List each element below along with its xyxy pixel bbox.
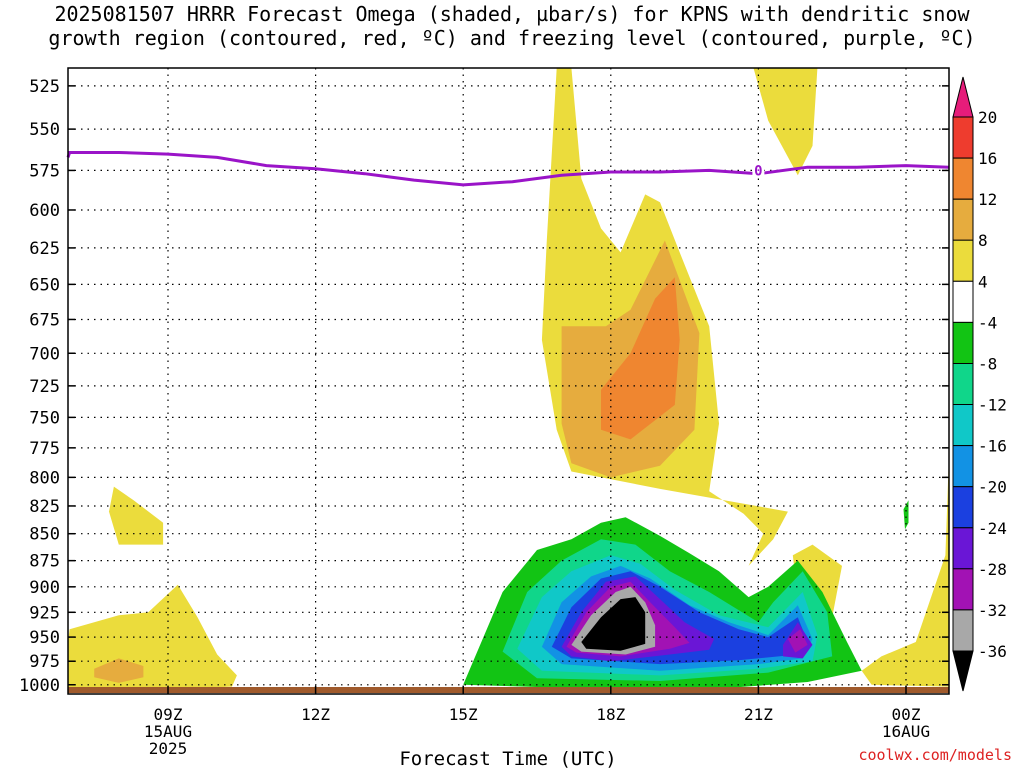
y-tick-label-1000: 1000 [19, 676, 60, 696]
y-tick-label-925: 925 [29, 603, 60, 623]
x-tick-label-15Z: 15Z [449, 705, 478, 724]
colorbar-label-12: -32 [978, 601, 1007, 620]
y-tick-label-650: 650 [29, 275, 60, 295]
colorbar-band-6 [952, 363, 974, 406]
y-tick-label-525: 525 [29, 77, 60, 97]
x-tick-label-21Z: 21Z [744, 705, 773, 724]
y-tick-label-700: 700 [29, 344, 60, 364]
colorbar-band-11 [952, 568, 974, 611]
y-tick-label-825: 825 [29, 497, 60, 517]
omega-region-8 [861, 453, 949, 687]
colorbar-label-2: 12 [978, 190, 997, 209]
colorbar-label-0: 20 [978, 108, 997, 127]
y-tick-label-625: 625 [29, 239, 60, 259]
colorbar-band-4 [952, 280, 974, 323]
colorbar-band-2 [952, 198, 974, 241]
colorbar-label-6: -8 [978, 355, 997, 374]
omega-region-19 [581, 597, 646, 651]
x-tick-year-09Z: 2025 [149, 739, 188, 758]
colorbar-band-1 [952, 157, 974, 200]
y-tick-label-575: 575 [29, 161, 60, 181]
colorbar-band-10 [952, 527, 974, 570]
title-line-2: growth region (contoured, red, ºC) and f… [48, 26, 976, 50]
colorbar-label-9: -20 [978, 478, 1007, 497]
ground-strip [68, 687, 949, 693]
colorbar-label-5: -4 [978, 313, 997, 332]
y-tick-label-725: 725 [29, 377, 60, 397]
colorbar-label-13: -36 [978, 642, 1007, 661]
colorbar-label-10: -24 [978, 519, 1007, 538]
colorbar-bottom-arrow [952, 650, 974, 692]
colorbar-band-9 [952, 486, 974, 529]
colorbar: 20 16 12 8 4 -4 -8 -12 -16 -20 -24 -28 -32 -36 [952, 76, 1007, 692]
y-tick-label-800: 800 [29, 468, 60, 488]
chart-title: 2025081507 HRRR Forecast Omega (shaded, … [0, 2, 1024, 50]
colorbar-band-8 [952, 445, 974, 488]
colorbar-label-8: -16 [978, 437, 1007, 456]
colorbar-top-arrow [952, 76, 974, 118]
colorbar-label-11: -28 [978, 560, 1007, 579]
y-tick-label-850: 850 [29, 525, 60, 545]
colorbar-band-3 [952, 239, 974, 282]
y-tick-label-875: 875 [29, 552, 60, 572]
x-tick-label-18Z: 18Z [596, 705, 625, 724]
omega-fills [68, 68, 949, 691]
title-line-1: 2025081507 HRRR Forecast Omega (shaded, … [54, 2, 970, 26]
x-tick-label-09Z: 09Z [154, 705, 183, 724]
y-tick-label-775: 775 [29, 439, 60, 459]
colorbar-band-12 [952, 609, 974, 652]
y-tick-label-675: 675 [29, 311, 60, 331]
colorbar-label-1: 16 [978, 149, 997, 168]
colorbar-label-4: 4 [978, 272, 988, 291]
y-tick-label-600: 600 [29, 201, 60, 221]
omega-region-17 [787, 629, 808, 653]
omega-region-5 [601, 277, 680, 440]
colorbar-band-0 [952, 116, 974, 159]
freezing-label-bg [752, 162, 765, 179]
colorbar-band-5 [952, 321, 974, 364]
freezing-level-polyline [66, 151, 950, 187]
y-tick-label-900: 900 [29, 578, 60, 598]
omega-region-20 [903, 500, 909, 530]
omega-region-6 [753, 68, 818, 176]
y-tick-label-950: 950 [29, 628, 60, 648]
x-tick-date-09Z: 15AUG [144, 722, 192, 741]
colorbar-band-7 [952, 404, 974, 447]
x-tick-label-12Z: 12Z [301, 705, 330, 724]
y-tick-label-975: 975 [29, 652, 60, 672]
omega-region-1 [94, 658, 144, 683]
freezing-level-line: 0 [66, 151, 950, 187]
plot-frame [67, 67, 950, 695]
freezing-level-label: 0 [754, 163, 762, 179]
y-axis: 525 550 575 600 625 650 675 700 725 750 775 800 825 8… [19, 77, 949, 696]
y-tick-label-750: 750 [29, 408, 60, 428]
omega-region-2 [109, 486, 164, 545]
x-tick-date-00Z: 16AUG [882, 722, 930, 741]
site-credit: coolwx.com/models [858, 746, 1012, 764]
colorbar-label-3: 8 [978, 231, 988, 250]
y-tick-label-550: 550 [29, 120, 60, 140]
colorbar-label-7: -12 [978, 396, 1007, 415]
x-tick-label-00Z: 00Z [892, 705, 921, 724]
x-axis-label: Forecast Time (UTC) [399, 748, 616, 768]
